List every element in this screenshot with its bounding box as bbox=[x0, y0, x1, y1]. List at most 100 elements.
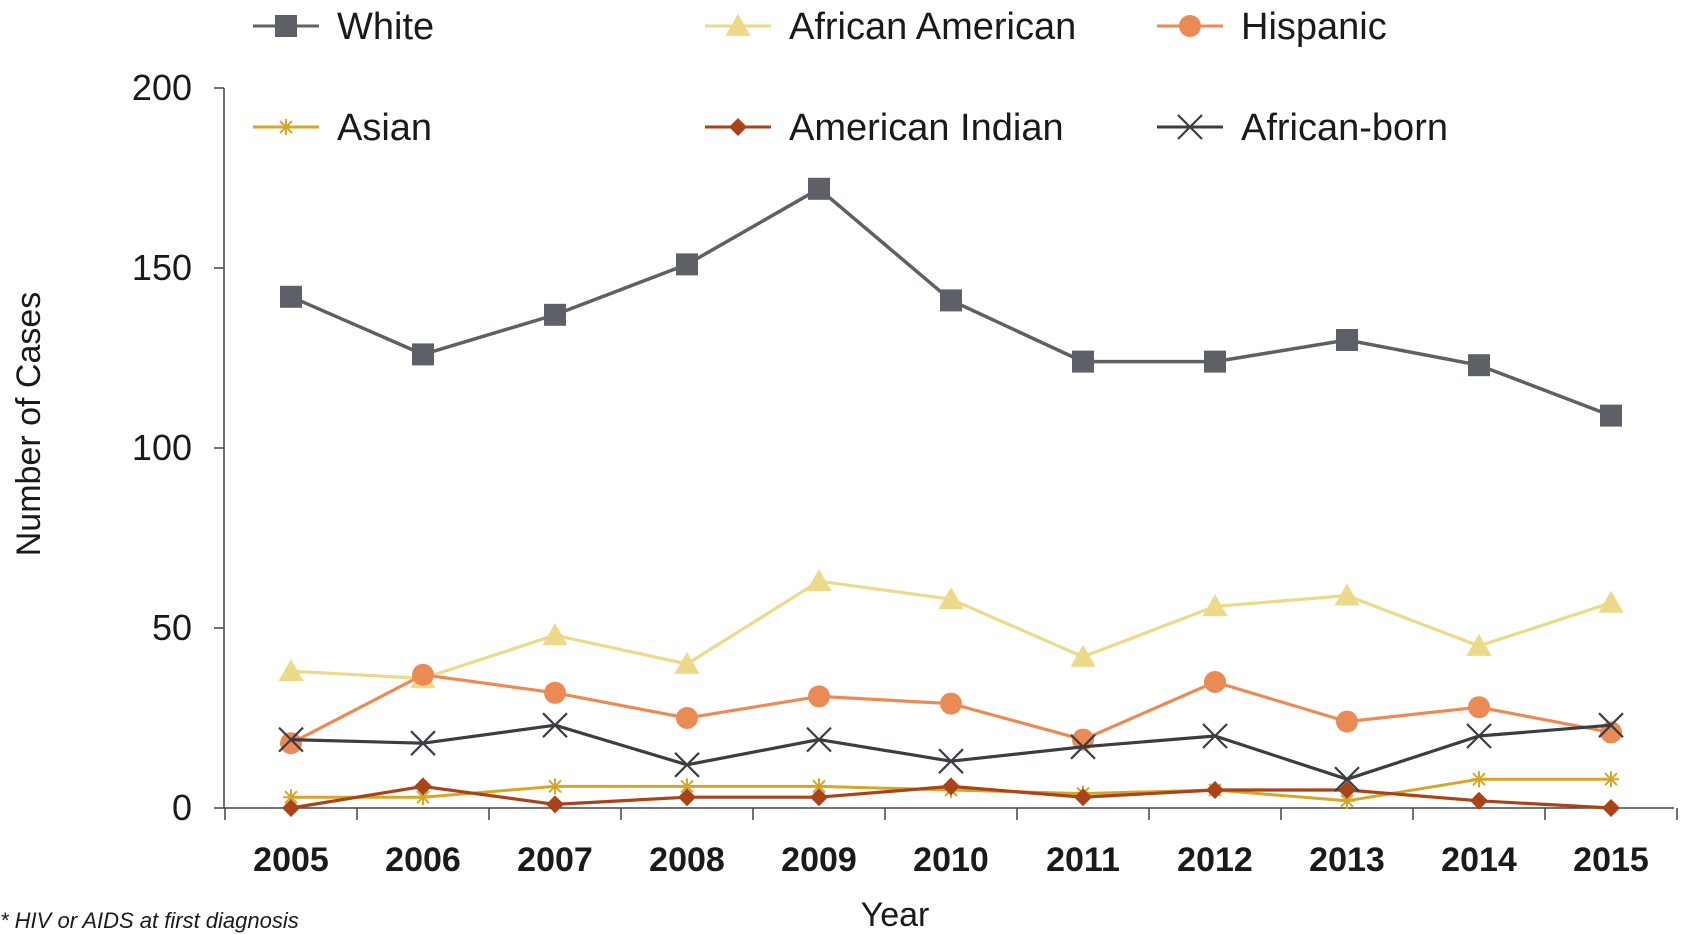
legend-label: African-born bbox=[1241, 107, 1448, 149]
x-tick-label: 2014 bbox=[1441, 841, 1517, 879]
data-point bbox=[676, 707, 698, 729]
data-point bbox=[1598, 590, 1624, 613]
legend-swatch-marker bbox=[275, 15, 297, 37]
y-tick-label: 200 bbox=[132, 67, 192, 108]
data-point bbox=[678, 788, 696, 807]
data-point bbox=[1074, 788, 1092, 807]
data-point bbox=[1468, 696, 1490, 719]
data-point bbox=[1338, 781, 1356, 799]
data-point bbox=[544, 303, 566, 326]
data-point bbox=[414, 777, 432, 796]
data-point bbox=[282, 799, 300, 817]
x-tick-label: 2008 bbox=[649, 841, 725, 879]
series-african-born bbox=[278, 712, 1624, 792]
data-point bbox=[1336, 710, 1358, 733]
data-point bbox=[1070, 734, 1096, 760]
data-point bbox=[1471, 771, 1487, 788]
legend-swatch-marker bbox=[729, 118, 747, 136]
data-point bbox=[1202, 594, 1228, 617]
data-point bbox=[808, 685, 830, 708]
legend-item: Hispanic bbox=[1157, 6, 1387, 48]
y-tick-label: 50 bbox=[152, 607, 192, 648]
x-tick-label: 2010 bbox=[913, 841, 989, 879]
data-point bbox=[1206, 781, 1224, 799]
data-point bbox=[1600, 404, 1622, 427]
data-point bbox=[415, 789, 431, 806]
data-point bbox=[676, 253, 698, 276]
data-point bbox=[1334, 583, 1360, 606]
data-point bbox=[1204, 350, 1226, 373]
data-point bbox=[1598, 712, 1624, 738]
data-point bbox=[412, 343, 434, 366]
legend-swatch-marker bbox=[1177, 114, 1203, 140]
data-point bbox=[806, 726, 832, 753]
data-point bbox=[942, 777, 960, 796]
data-point bbox=[1336, 329, 1358, 351]
series-african-american bbox=[278, 569, 1624, 689]
x-tick-label: 2013 bbox=[1309, 841, 1385, 879]
x-tick-label: 2007 bbox=[517, 841, 593, 879]
y-axis-title: Number of Cases bbox=[10, 292, 48, 557]
data-point bbox=[1202, 723, 1228, 749]
x-axis-title: Year bbox=[861, 896, 930, 929]
series-layer bbox=[278, 177, 1624, 817]
footnote: * HIV or AIDS at first diagnosis bbox=[0, 908, 299, 933]
data-point bbox=[938, 587, 964, 610]
data-point bbox=[674, 651, 700, 674]
legend-item: White bbox=[253, 6, 434, 48]
axes: 0 50 100 150 200 2005 2006 2007 2008 2009 2010 2011… bbox=[132, 67, 1678, 879]
data-point bbox=[1470, 791, 1488, 810]
data-point bbox=[544, 681, 566, 704]
data-point bbox=[1339, 792, 1355, 809]
legend-label: African American bbox=[789, 6, 1076, 48]
series-white bbox=[280, 177, 1622, 427]
series-line bbox=[290, 723, 1612, 781]
legend-swatch-marker bbox=[725, 13, 751, 36]
data-point bbox=[1204, 671, 1226, 693]
data-point bbox=[938, 748, 964, 774]
data-point bbox=[1466, 633, 1492, 656]
data-point bbox=[410, 730, 436, 756]
x-tick-label: 2015 bbox=[1573, 841, 1649, 879]
data-point bbox=[674, 752, 700, 778]
legend-item: American Indian bbox=[705, 107, 1064, 149]
legend-label: Asian bbox=[337, 107, 432, 149]
data-point bbox=[547, 778, 563, 795]
series-hispanic bbox=[280, 663, 1622, 755]
data-point bbox=[811, 778, 827, 795]
data-point bbox=[940, 289, 962, 312]
legend-swatch-marker bbox=[278, 119, 294, 135]
legend-label: American Indian bbox=[789, 107, 1064, 149]
x-tick-label: 2009 bbox=[781, 841, 857, 879]
data-point bbox=[940, 692, 962, 715]
x-tick-label: 2006 bbox=[385, 841, 461, 879]
legend-item: African-born bbox=[1157, 107, 1448, 149]
data-point bbox=[546, 795, 564, 814]
y-tick-label: 100 bbox=[132, 427, 192, 468]
data-point bbox=[1072, 350, 1094, 373]
legend-item: African American bbox=[705, 6, 1076, 48]
data-point bbox=[1334, 766, 1360, 792]
legend: White African American Hispanic Asian Americ… bbox=[253, 6, 1448, 149]
data-point bbox=[810, 788, 828, 807]
legend-item: Asian bbox=[253, 107, 432, 149]
data-point bbox=[808, 177, 830, 200]
data-point bbox=[806, 569, 832, 592]
data-point bbox=[1466, 723, 1492, 749]
x-tick-label: 2005 bbox=[253, 841, 329, 879]
y-tick-label: 0 bbox=[172, 787, 192, 828]
data-point bbox=[278, 726, 304, 753]
data-point bbox=[1602, 799, 1620, 817]
x-tick-label: 2011 bbox=[1046, 841, 1120, 879]
data-point bbox=[1468, 354, 1490, 377]
data-point bbox=[1603, 771, 1619, 788]
data-point bbox=[280, 285, 302, 308]
data-point bbox=[542, 712, 568, 738]
data-point bbox=[280, 732, 302, 755]
data-point bbox=[283, 789, 299, 806]
y-tick-label: 150 bbox=[132, 247, 192, 288]
data-point bbox=[1070, 644, 1096, 667]
series-american-indian bbox=[282, 777, 1620, 817]
legend-swatch-marker bbox=[1179, 15, 1201, 37]
